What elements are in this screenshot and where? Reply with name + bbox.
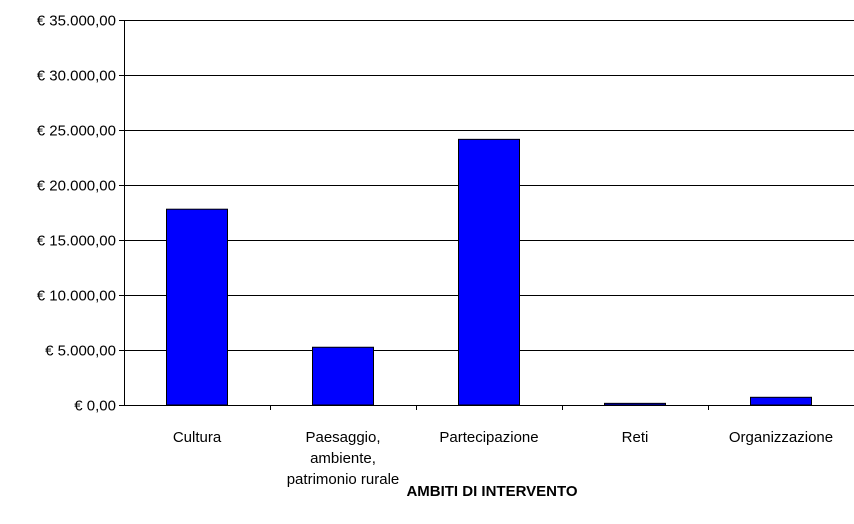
bar	[750, 396, 812, 406]
y-tick-labels: € 0,00 € 5.000,00 € 10.000,00 € 15.000,00 € …	[37, 13, 116, 415]
bar	[312, 346, 374, 406]
y-tick-label: € 25.000,00	[37, 123, 116, 140]
x-category-label: Reti	[622, 429, 649, 446]
axes	[119, 20, 854, 410]
x-category-label: Paesaggio,	[305, 429, 380, 446]
x-category-label: Cultura	[173, 429, 222, 446]
y-tick-label: € 30.000,00	[37, 68, 116, 85]
bar	[166, 208, 228, 406]
x-category-label: Partecipazione	[439, 429, 538, 446]
y-tick-label: € 10.000,00	[37, 288, 116, 305]
x-category-labels: Cultura Paesaggio, ambiente, patrimonio rur…	[173, 429, 833, 488]
y-tick-label: € 35.000,00	[37, 13, 116, 30]
y-tick-label: € 20.000,00	[37, 178, 116, 195]
y-tick-label: € 0,00	[74, 398, 116, 415]
bar	[458, 138, 520, 406]
x-axis-title: AMBITI DI INTERVENTO	[406, 483, 577, 500]
bars	[166, 138, 812, 406]
y-tick-label: € 5.000,00	[45, 343, 116, 360]
x-category-label: Organizzazione	[729, 429, 833, 446]
bar	[604, 402, 666, 406]
y-tick-label: € 15.000,00	[37, 233, 116, 250]
x-category-label: patrimonio rurale	[287, 471, 400, 488]
x-category-label: ambiente,	[310, 450, 376, 467]
